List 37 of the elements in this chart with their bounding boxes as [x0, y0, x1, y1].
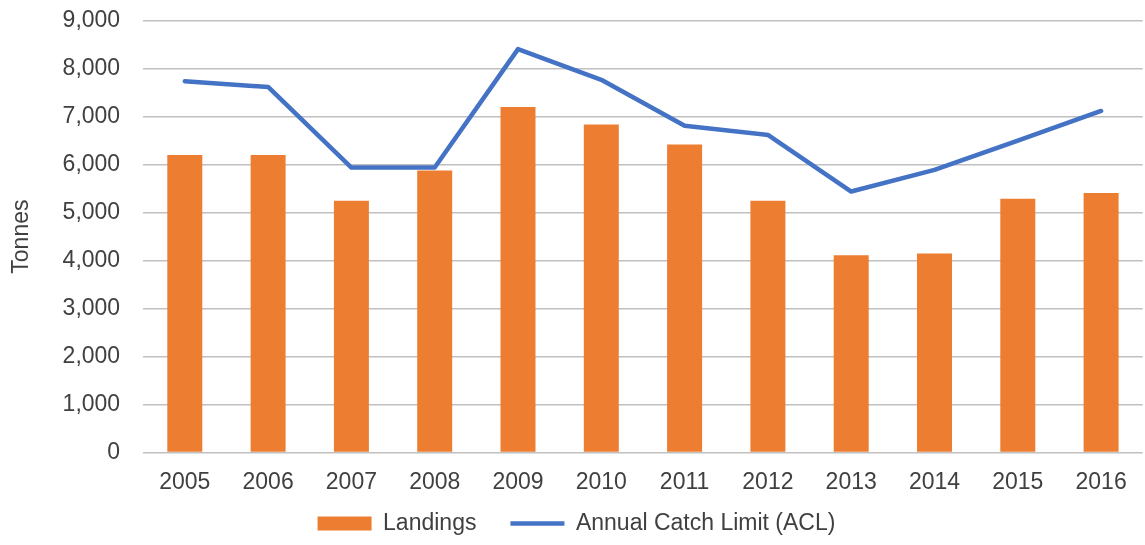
x-tick-label: 2007 — [325, 467, 377, 494]
x-tick-label: 2012 — [742, 467, 794, 494]
y-tick-label: 5,000 — [62, 197, 121, 224]
bar — [667, 144, 703, 452]
bar — [750, 200, 786, 452]
y-tick-label: 8,000 — [62, 54, 121, 81]
bar — [917, 253, 952, 452]
x-tick-label: 2005 — [159, 467, 211, 494]
y-tick-label: 1,000 — [62, 389, 121, 416]
x-tick-label: 2011 — [659, 467, 710, 494]
y-tick-label: 0 — [107, 437, 121, 464]
bar — [1000, 198, 1036, 452]
y-tick-label: 4,000 — [62, 245, 121, 272]
x-tick-label: 2016 — [1075, 467, 1127, 494]
x-tick-label: 2006 — [242, 467, 294, 494]
bar — [417, 170, 453, 452]
y-tick-label: 2,000 — [62, 341, 121, 368]
x-tick-label: 2014 — [908, 467, 961, 494]
bar — [167, 155, 203, 452]
bar — [500, 107, 536, 452]
bar — [250, 155, 286, 452]
bar — [583, 124, 619, 452]
y-tick-label: 9,000 — [62, 6, 121, 33]
bar — [833, 255, 869, 452]
y-tick-label: 6,000 — [62, 150, 121, 177]
x-tick-label: 2008 — [409, 467, 461, 494]
legend-label: Landings — [383, 508, 477, 535]
y-tick-label: 7,000 — [62, 102, 121, 129]
legend-label: Annual Catch Limit (ACL) — [575, 508, 836, 535]
x-tick-label: 2013 — [825, 467, 877, 494]
y-tick-label: 3,000 — [62, 293, 121, 320]
x-tick-label: 2015 — [992, 467, 1044, 494]
x-tick-label: 2009 — [492, 467, 544, 494]
bar — [333, 200, 369, 452]
bar — [1083, 192, 1119, 452]
y-axis-title: Tonnes — [7, 199, 34, 274]
x-tick-label: 2010 — [575, 467, 627, 494]
